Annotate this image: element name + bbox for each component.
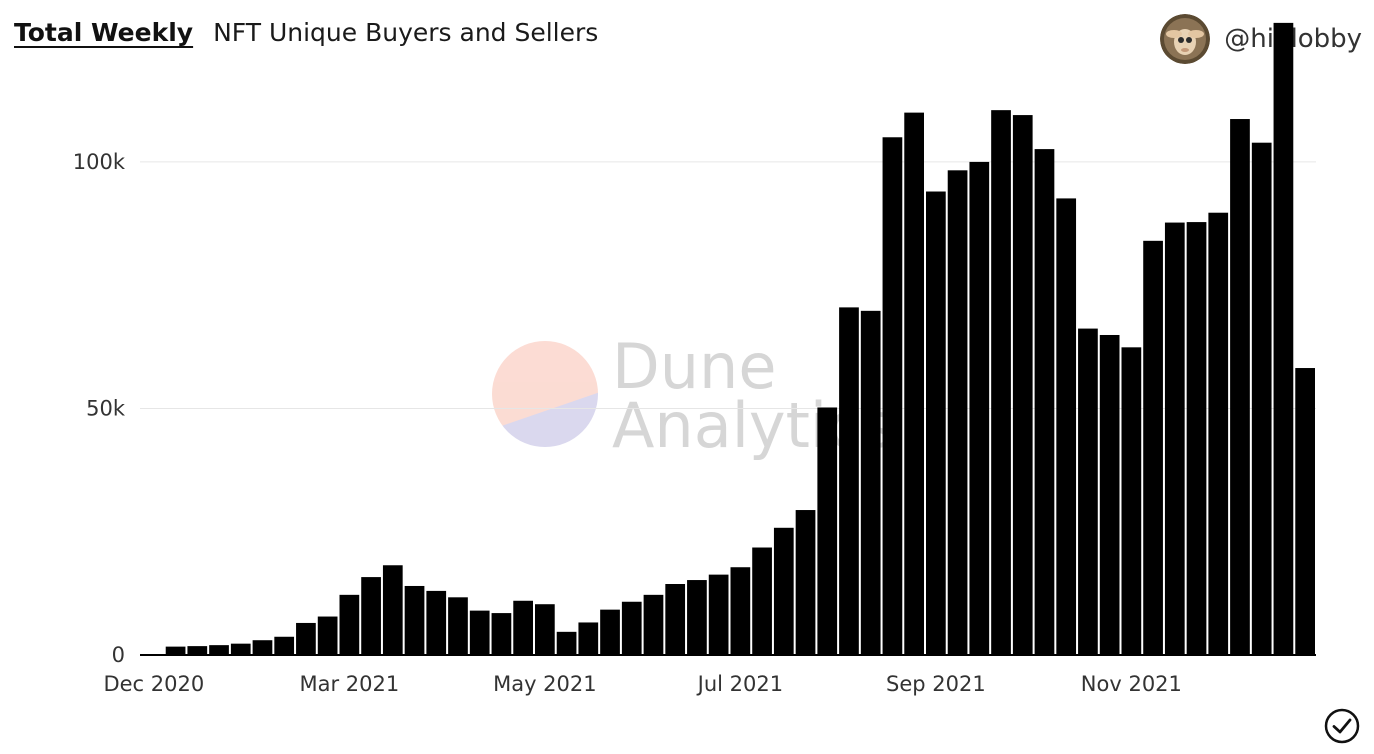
bar[interactable] (621, 601, 642, 655)
y-tick-label: 50k (86, 396, 126, 420)
bar[interactable] (1164, 222, 1185, 655)
bar[interactable] (1012, 115, 1033, 655)
bar[interactable] (991, 110, 1011, 655)
y-tick-label: 0 (112, 643, 125, 667)
bar[interactable] (947, 170, 968, 655)
x-tick-label: Mar 2021 (299, 672, 399, 696)
y-axis: 0 50k 100k (73, 150, 126, 667)
bar[interactable] (382, 565, 403, 655)
bar[interactable] (1034, 149, 1055, 655)
bar[interactable] (535, 604, 555, 655)
bar[interactable] (773, 527, 794, 655)
bar[interactable] (361, 577, 381, 655)
chart-title: NFT Unique Buyers and Sellers (213, 18, 599, 47)
bar[interactable] (339, 594, 360, 655)
bar[interactable] (1208, 212, 1229, 655)
bars (144, 22, 1315, 656)
bar[interactable] (404, 585, 425, 655)
bar[interactable] (708, 574, 729, 655)
bar[interactable] (1099, 334, 1120, 655)
bar[interactable] (252, 640, 273, 655)
bar[interactable] (817, 407, 838, 655)
bar[interactable] (600, 609, 620, 655)
bar[interactable] (1230, 119, 1250, 655)
bar[interactable] (882, 137, 903, 655)
bar[interactable] (1121, 347, 1142, 655)
bar[interactable] (839, 307, 859, 655)
bar[interactable] (1056, 198, 1077, 655)
bar[interactable] (296, 622, 316, 655)
bar[interactable] (1078, 328, 1098, 655)
bar[interactable] (578, 622, 599, 655)
x-tick-label: Sep 2021 (886, 672, 986, 696)
grid-lines (140, 161, 1316, 409)
bar[interactable] (556, 631, 577, 655)
bar[interactable] (209, 645, 229, 655)
bar[interactable] (1251, 142, 1272, 655)
x-tick-label: Jul 2021 (696, 672, 783, 696)
bar[interactable] (643, 594, 664, 655)
bar[interactable] (860, 310, 881, 655)
bar[interactable] (969, 161, 990, 656)
bar[interactable] (274, 636, 295, 655)
chart-header: Total Weekly NFT Unique Buyers and Selle… (14, 18, 598, 47)
bar[interactable] (1186, 222, 1207, 655)
bar[interactable] (687, 580, 707, 655)
bar[interactable] (1295, 368, 1315, 655)
x-axis: Dec 2020 Mar 2021 May 2021 Jul 2021 Sep 2021… (103, 672, 1181, 696)
bar[interactable] (230, 643, 251, 655)
bar[interactable] (426, 590, 447, 655)
bar[interactable] (926, 191, 946, 655)
bar[interactable] (795, 510, 816, 655)
x-tick-label: May 2021 (493, 672, 597, 696)
bar[interactable] (187, 646, 208, 655)
check-circle-icon[interactable] (1324, 708, 1360, 744)
watermark-line1: Dune (612, 330, 776, 403)
bar[interactable] (513, 600, 533, 655)
bar[interactable] (730, 567, 751, 655)
bar[interactable] (448, 597, 468, 655)
y-tick-label: 100k (73, 150, 126, 174)
bar[interactable] (469, 610, 490, 655)
x-tick-label: Dec 2020 (103, 672, 204, 696)
avatar-icon[interactable] (1160, 14, 1211, 64)
bar[interactable] (317, 616, 338, 655)
bar[interactable] (665, 584, 686, 655)
bar[interactable] (1273, 22, 1294, 655)
bar[interactable] (1143, 240, 1163, 655)
total-weekly-tab[interactable]: Total Weekly (14, 18, 194, 47)
bar[interactable] (752, 547, 772, 655)
bar[interactable] (491, 613, 512, 655)
x-tick-label: Nov 2021 (1081, 672, 1182, 696)
bar[interactable] (165, 646, 186, 655)
author-badge[interactable]: @hildobby (1160, 14, 1362, 64)
bar[interactable] (904, 112, 924, 656)
